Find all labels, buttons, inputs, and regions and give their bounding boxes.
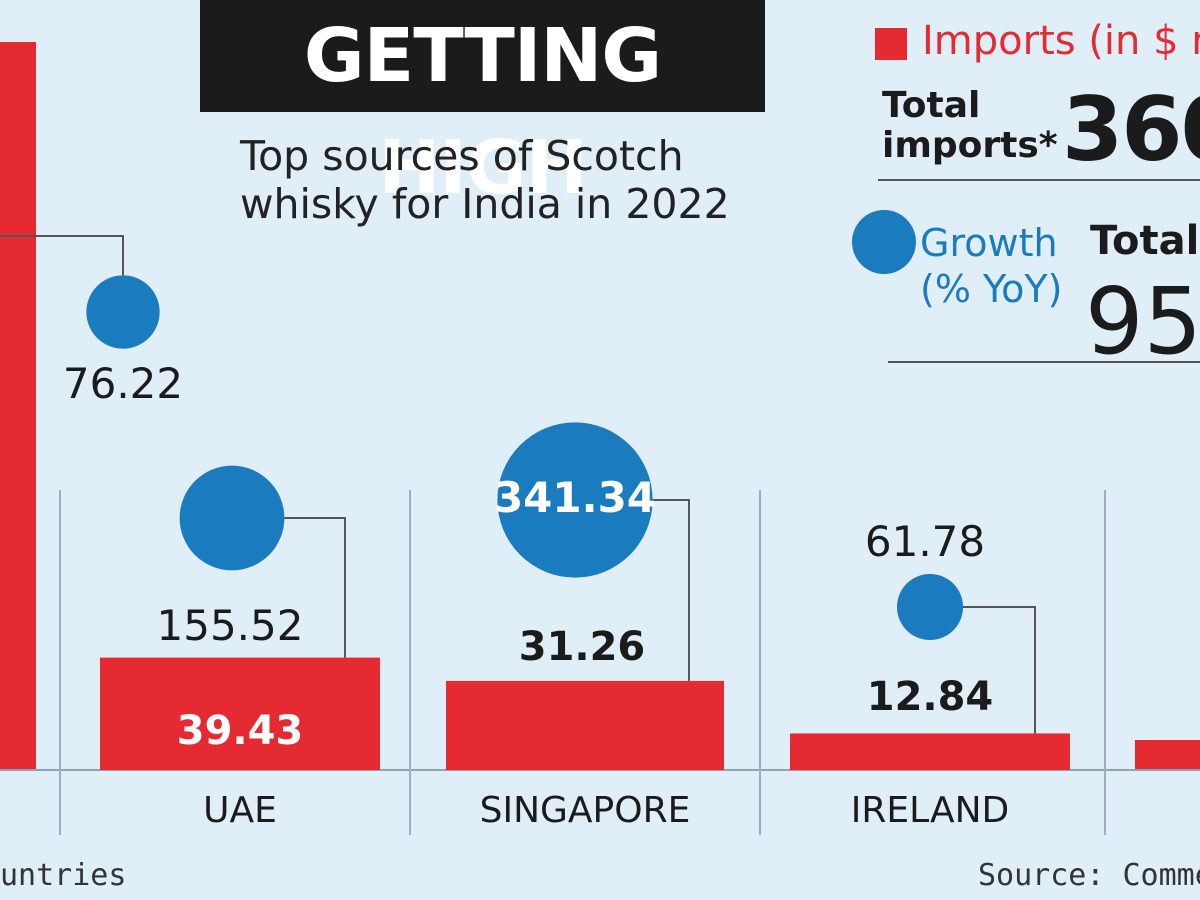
growth-circle [896,573,964,641]
growth-circle [497,422,653,578]
x-tick-label: UAE [203,790,277,831]
total-imports-label: Total imports* [882,86,1072,166]
source-text: Source: Comme [978,858,1200,893]
growth-legend-line-1: Growth [920,221,1058,265]
total-growth-value: 95. [1085,268,1200,375]
growth-legend-label: Growth (% YoY) [920,220,1070,312]
bar-cropped-right [1135,740,1200,770]
growth-circle [179,465,285,571]
footnote-text: untries [0,858,127,893]
growth-value-label: 76.22 [63,359,183,408]
import-bar [446,680,724,770]
total-imports-value: 360 [1062,78,1200,181]
bar-cropped-left [0,42,36,770]
imports-legend-label: Imports (in $ mn [922,18,1200,64]
growth-value-label: 61.78 [865,517,985,566]
connector-line [284,517,346,658]
total-growth-label: Total [1090,218,1200,264]
growth-value-label: 155.52 [157,601,304,650]
connector-line [652,499,690,681]
x-tick-label: SINGAPORE [480,790,691,831]
import-value-label: 31.26 [519,624,646,670]
total-imports-label-line-1: Total [882,85,981,126]
growth-legend-circle [852,210,916,274]
import-bar [100,657,380,770]
connector-line [0,235,124,276]
connector-line [963,606,1036,734]
growth-legend-line-2: (% YoY) [920,267,1063,311]
x-tick-label: IRELAND [851,790,1010,831]
subtitle-line-1: Top sources of Scotch [240,132,684,180]
imports-legend-swatch [875,28,907,60]
growth-circle [86,275,160,349]
chart-subtitle: Top sources of Scotch whisky for India i… [240,132,760,228]
total-imports-label-line-2: imports* [882,125,1058,166]
import-value-label: 12.84 [867,674,994,720]
import-bar [790,733,1070,770]
subtitle-line-2: whisky for India in 2022 [240,180,730,228]
import-value-label: 39.43 [177,708,304,754]
growth-value-label: 341.34 [494,473,656,522]
chart-title: GETTING HIGH [200,0,765,211]
